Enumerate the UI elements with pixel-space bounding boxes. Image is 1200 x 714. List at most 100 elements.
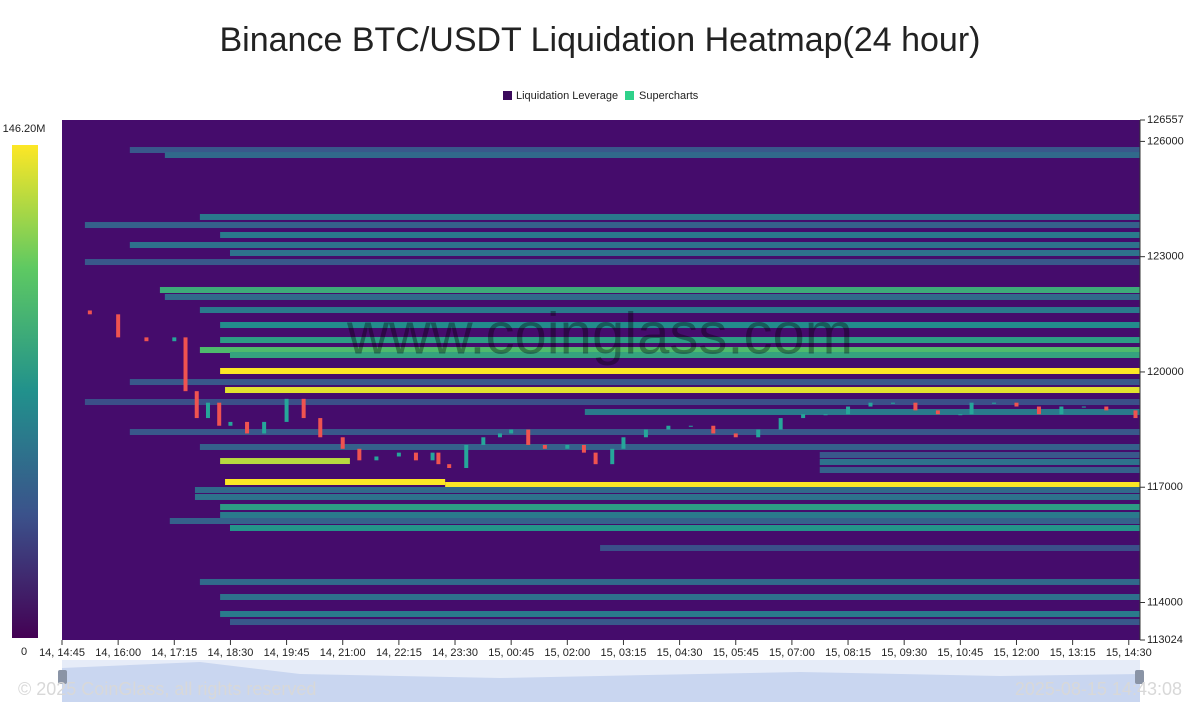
candle: [245, 421, 250, 434]
y-tick-label: 123000: [1147, 251, 1184, 263]
candle: [890, 402, 895, 404]
candle: [217, 402, 222, 426]
candle: [913, 402, 918, 411]
candle: [643, 429, 648, 438]
candle: [846, 406, 851, 415]
candle: [194, 391, 199, 419]
liquidation-band: [159, 286, 1140, 293]
timestamp: 2025-08-15 14:43:08: [1015, 679, 1182, 699]
liquidation-band: [84, 222, 1141, 229]
candle: [357, 448, 362, 461]
liquidation-band: [229, 249, 1140, 256]
liquidation-band: [584, 408, 1140, 415]
liquidation-band: [819, 458, 1140, 465]
navigator-handle[interactable]: [58, 670, 67, 684]
candle: [205, 402, 210, 419]
candle: [542, 444, 547, 449]
liquidation-band: [225, 478, 446, 485]
candle: [436, 452, 441, 465]
navigator-handle[interactable]: [1135, 670, 1144, 684]
candle: [958, 414, 963, 416]
candle: [464, 444, 469, 469]
candle: [284, 398, 289, 422]
y-tick-label: 113024: [1147, 634, 1183, 646]
liquidation-band: [199, 347, 1140, 354]
legend-swatch: [625, 91, 634, 100]
liquidation-band: [199, 578, 1140, 585]
candle: [447, 464, 452, 469]
x-tick-label: 15, 00:45: [488, 647, 534, 659]
x-tick-label: 15, 10:45: [937, 647, 983, 659]
liquidation-band: [819, 467, 1140, 474]
candle: [374, 456, 379, 461]
footer: © 2025 CoinGlass, all rights reserved: [18, 679, 316, 699]
liquidation-band: [220, 610, 1140, 617]
liquidation-band: [164, 293, 1141, 300]
legend-label: Liquidation Leverage: [516, 90, 618, 102]
x-tick-label: 15, 07:00: [769, 647, 815, 659]
x-tick-label: 15, 14:30: [1106, 647, 1152, 659]
candle: [823, 414, 828, 416]
watermark: www.coinglass.com: [346, 301, 853, 366]
x-tick-label: 14, 17:15: [151, 647, 197, 659]
candle: [610, 448, 615, 465]
candle: [526, 429, 531, 445]
color-tick-label: 0: [21, 646, 27, 658]
candle: [430, 452, 435, 461]
liquidation-band: [220, 232, 1140, 239]
x-tick-label: 14, 16:00: [95, 647, 141, 659]
liquidation-band: [220, 367, 1140, 374]
plot-area: www.coinglass.com: [62, 120, 1141, 640]
y-tick-label: 126000: [1147, 135, 1184, 147]
candle: [413, 452, 418, 461]
liquidation-band: [84, 259, 1141, 266]
navigator-area: [62, 662, 1140, 702]
liquidation-band: [229, 352, 1140, 359]
candle: [711, 425, 716, 434]
candle: [801, 414, 806, 419]
candle: [778, 418, 783, 430]
liquidation-band: [194, 493, 1140, 500]
candle: [1133, 410, 1138, 419]
liquidation-band: [229, 619, 1140, 626]
liquidation-band: [129, 241, 1141, 248]
liquidation-band: [445, 481, 1140, 488]
x-tick-label: 15, 09:30: [881, 647, 927, 659]
candle: [497, 433, 502, 438]
candle: [688, 425, 693, 427]
liquidation-band: [819, 451, 1140, 458]
x-tick-label: 14, 19:45: [264, 647, 310, 659]
x-tick-label: 14, 23:30: [432, 647, 478, 659]
x-tick-label: 14, 14:45: [39, 647, 85, 659]
x-tick-label: 14, 18:30: [208, 647, 254, 659]
legend-label: Supercharts: [639, 90, 699, 102]
candle: [1104, 406, 1109, 411]
liquidation-band: [129, 429, 1141, 436]
candle: [301, 398, 306, 419]
candle: [1036, 406, 1041, 415]
liquidation-band: [129, 379, 1141, 386]
candle: [1059, 406, 1064, 415]
candle: [172, 337, 177, 342]
liquidation-band: [229, 524, 1140, 531]
candle: [1081, 406, 1086, 408]
y-tick-label: 117000: [1147, 481, 1183, 493]
candle: [969, 402, 974, 415]
candle: [581, 444, 586, 453]
candle: [666, 425, 671, 430]
liquidation-band: [169, 517, 1141, 524]
candle: [116, 314, 121, 338]
color-tick-label: 146.20M: [3, 123, 46, 135]
candle: [481, 437, 486, 445]
x-tick-label: 15, 13:15: [1050, 647, 1096, 659]
candle: [87, 310, 92, 315]
candle: [340, 437, 345, 449]
y-tick-label: 126557: [1147, 114, 1184, 126]
x-tick-label: 15, 04:30: [657, 647, 703, 659]
chart-title: Binance BTC/USDT Liquidation Heatmap(24 …: [220, 21, 981, 59]
liquidation-band: [129, 147, 1141, 154]
candle: [935, 410, 940, 415]
candle: [756, 429, 761, 438]
candle: [509, 429, 514, 434]
